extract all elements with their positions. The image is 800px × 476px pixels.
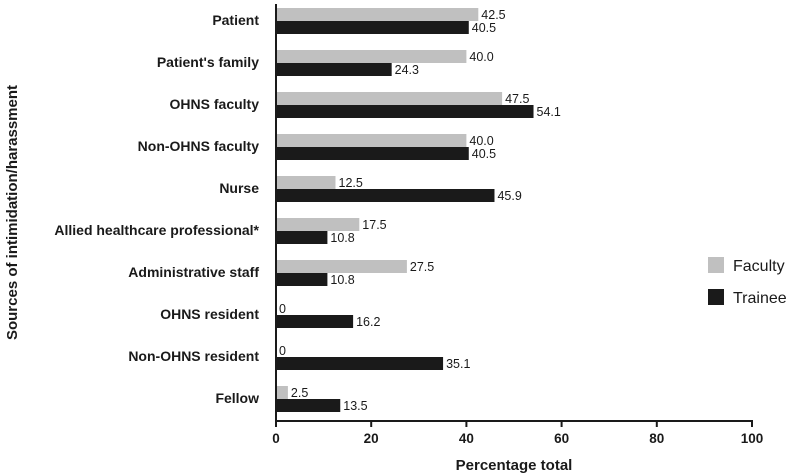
x-tick-label: 0 [272, 431, 280, 446]
bar-faculty [276, 134, 467, 147]
value-label-trainee: 13.5 [343, 399, 367, 413]
x-tick-label: 40 [459, 431, 474, 446]
x-tick-label: 20 [364, 431, 379, 446]
value-label-faculty: 12.5 [339, 176, 363, 190]
bar-trainee [276, 189, 495, 202]
bar-trainee [276, 147, 469, 160]
axes-layer [275, 4, 753, 422]
bar-trainee [276, 63, 392, 76]
x-axis-title: Percentage total [456, 457, 573, 474]
bar-faculty [276, 176, 336, 189]
legend: Faculty Trainee [708, 257, 787, 307]
legend-swatch-faculty [708, 257, 724, 273]
value-label-trainee: 16.2 [356, 315, 380, 329]
value-label-faculty: 47.5 [505, 92, 529, 106]
category-label: OHNS resident [160, 306, 259, 322]
value-label-faculty: 40.0 [469, 50, 493, 64]
x-tick-label: 100 [741, 431, 764, 446]
category-label: Allied healthcare professional* [54, 222, 259, 238]
category-label: Patient's family [157, 54, 259, 70]
legend-label-faculty: Faculty [733, 258, 785, 275]
value-label-trainee: 35.1 [446, 357, 470, 371]
bar-faculty [276, 8, 479, 21]
category-label: Nurse [219, 180, 259, 196]
value-label-trainee: 45.9 [497, 189, 521, 203]
bar-trainee [276, 357, 444, 370]
value-label-trainee: 10.8 [330, 273, 354, 287]
bar-trainee [276, 105, 534, 118]
bar-trainee [276, 273, 328, 286]
bar-trainee [276, 399, 341, 412]
category-label: Administrative staff [128, 264, 259, 280]
category-label: OHNS faculty [170, 96, 260, 112]
value-label-faculty: 42.5 [481, 8, 505, 22]
y-axis-title: Sources of intimidation/harassment [4, 85, 21, 340]
bar-trainee [276, 315, 354, 328]
bar-trainee [276, 231, 328, 244]
category-label: Patient [212, 12, 259, 28]
value-label-faculty: 27.5 [410, 260, 434, 274]
value-label-trainee: 10.8 [330, 231, 354, 245]
bar-faculty [276, 50, 467, 63]
bar-faculty [276, 260, 407, 273]
value-label-trainee: 40.5 [472, 21, 496, 35]
bar-trainee [276, 21, 469, 34]
legend-label-trainee: Trainee [733, 290, 787, 307]
value-labels-layer: 42.540.540.024.347.554.140.040.512.545.9… [279, 8, 561, 413]
bar-faculty [276, 218, 360, 231]
category-label: Non-OHNS faculty [138, 138, 260, 154]
category-label: Fellow [215, 390, 259, 406]
value-label-faculty: 2.5 [291, 386, 308, 400]
value-label-faculty: 40.0 [469, 134, 493, 148]
value-label-trainee: 24.3 [395, 63, 419, 77]
value-label-faculty: 0 [279, 344, 286, 358]
value-label-faculty: 17.5 [362, 218, 386, 232]
bar-faculty [276, 386, 288, 399]
value-label-faculty: 0 [279, 302, 286, 316]
value-label-trainee: 40.5 [472, 147, 496, 161]
x-tick-label: 60 [554, 431, 569, 446]
bars-layer [276, 8, 534, 412]
x-tick-label: 80 [649, 431, 664, 446]
legend-swatch-trainee [708, 289, 724, 305]
category-labels-layer: Patient Patient's family OHNS faculty Non-O… [54, 12, 259, 406]
value-label-trainee: 54.1 [537, 105, 561, 119]
bar-faculty [276, 92, 503, 105]
x-ticks-layer: 0 20 40 60 80 100 [272, 421, 763, 446]
category-label: Non-OHNS resident [128, 348, 259, 364]
